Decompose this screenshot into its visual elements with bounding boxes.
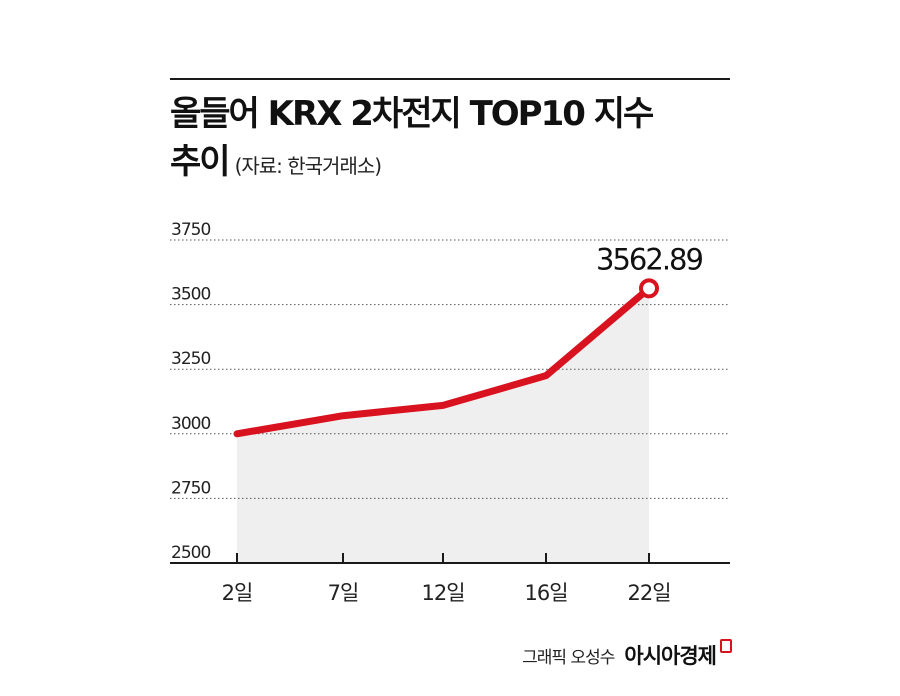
area-fill bbox=[237, 288, 649, 563]
series-line bbox=[233, 284, 653, 438]
y-tick-label: 3250 bbox=[171, 349, 210, 369]
y-tick-label: 3750 bbox=[171, 220, 210, 240]
chart-title: 올들어 KRX 2차전지 TOP10 지수 추이 (자료: 한국거래소) bbox=[170, 90, 750, 190]
x-tick-label: 22일 bbox=[627, 581, 670, 605]
end-point-marker bbox=[639, 278, 659, 299]
credit: 그래픽 오성수 아시아경제 bbox=[522, 639, 732, 670]
title-line-2: 추이 bbox=[170, 142, 231, 182]
x-tick-label: 12일 bbox=[421, 581, 464, 605]
brand-logo: 아시아경제 bbox=[624, 644, 717, 668]
data-label: 3562.89 bbox=[596, 242, 702, 276]
source-note: (자료: 한국거래소) bbox=[234, 154, 383, 178]
x-tick-label: 16일 bbox=[524, 581, 567, 605]
y-tick-label: 3000 bbox=[171, 414, 210, 434]
y-tick-label: 2500 bbox=[171, 543, 210, 563]
graphic-credit: 그래픽 오성수 bbox=[522, 648, 615, 668]
title-line-1: 올들어 KRX 2차전지 TOP10 지수 bbox=[170, 94, 654, 134]
x-tick-label: 2일 bbox=[222, 581, 253, 605]
title-top-rule bbox=[170, 78, 730, 80]
y-tick-label: 2750 bbox=[171, 478, 210, 498]
brand-mark-icon bbox=[720, 639, 732, 653]
x-tick-label: 7일 bbox=[328, 581, 359, 605]
y-tick-label: 3500 bbox=[171, 285, 210, 305]
